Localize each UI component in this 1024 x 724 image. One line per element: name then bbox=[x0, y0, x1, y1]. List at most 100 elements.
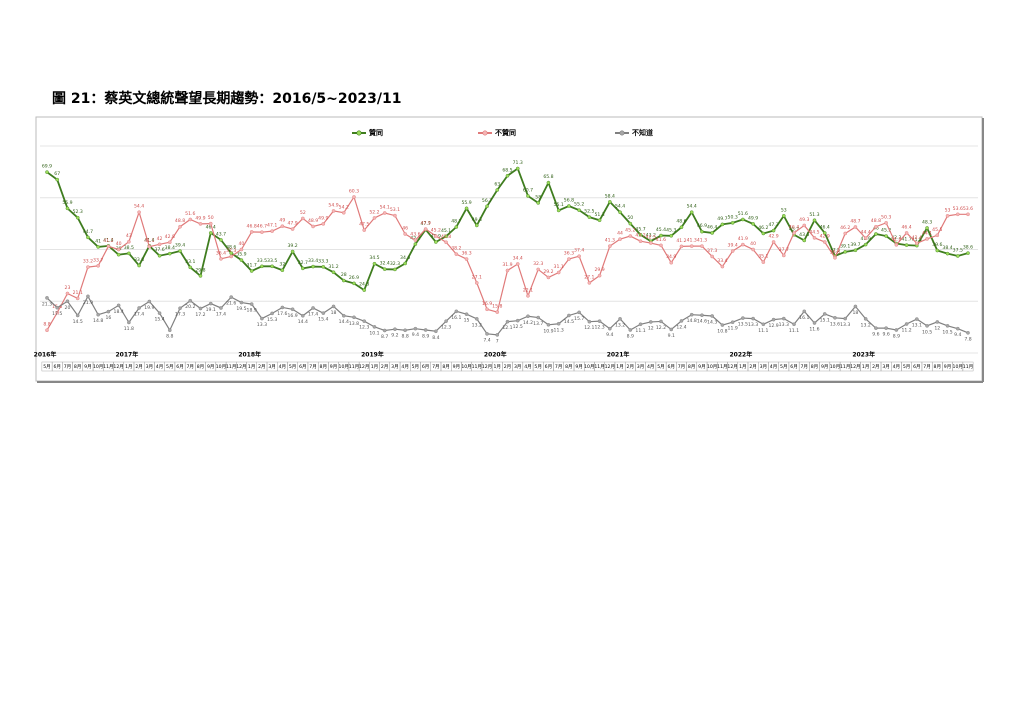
x-tick-label: 1月 bbox=[248, 364, 256, 370]
data-label: 39.6 bbox=[932, 242, 942, 248]
x-tick-label: 10月 bbox=[707, 364, 717, 370]
data-label: 10.5 bbox=[922, 329, 932, 335]
x-tick-label: 1月 bbox=[739, 364, 747, 370]
point bbox=[249, 230, 254, 234]
point bbox=[382, 267, 387, 271]
data-label: 52 bbox=[300, 210, 306, 216]
point bbox=[454, 309, 459, 314]
data-label: 44.7 bbox=[83, 229, 93, 235]
data-label: 14.6 bbox=[697, 319, 707, 325]
data-label: 60.3 bbox=[349, 188, 359, 194]
point bbox=[608, 244, 612, 248]
point bbox=[270, 264, 274, 269]
data-label: 47.9 bbox=[287, 221, 297, 227]
point bbox=[116, 252, 121, 257]
data-label: 37.5 bbox=[830, 247, 840, 253]
point bbox=[546, 275, 551, 280]
data-label: 31.9 bbox=[502, 262, 512, 268]
data-label: 13.2 bbox=[472, 322, 482, 328]
data-label: 44 bbox=[617, 231, 623, 237]
point bbox=[556, 208, 561, 213]
x-tick-label: 9月 bbox=[821, 364, 829, 370]
data-label: 42.3 bbox=[891, 235, 901, 241]
point bbox=[96, 245, 100, 249]
point bbox=[485, 307, 489, 312]
point bbox=[904, 231, 909, 235]
point bbox=[65, 291, 70, 296]
point bbox=[116, 303, 121, 308]
data-label: 47.3 bbox=[768, 222, 778, 228]
x-tick-label: 3月 bbox=[391, 364, 399, 370]
point bbox=[648, 320, 653, 324]
data-label: 33.2 bbox=[83, 259, 93, 265]
point bbox=[925, 226, 929, 230]
data-label: 51.3 bbox=[809, 212, 819, 218]
data-label: 34.9 bbox=[666, 254, 676, 260]
data-label: 42.8 bbox=[165, 234, 175, 240]
point bbox=[802, 238, 807, 243]
data-label: 34.5 bbox=[369, 255, 379, 261]
point bbox=[229, 254, 233, 259]
point bbox=[792, 231, 796, 235]
point bbox=[802, 309, 807, 314]
data-label: 51.6 bbox=[738, 211, 748, 217]
year-label: 2019年 bbox=[361, 351, 384, 359]
data-label: 36.3 bbox=[564, 251, 574, 257]
chart-title: 圖 21：蔡英文總統聲望長期趨勢：2016/5~2023/11 bbox=[52, 91, 402, 107]
point bbox=[515, 318, 520, 323]
point bbox=[966, 251, 970, 255]
data-label: 8.9 bbox=[893, 333, 900, 339]
legend-label: 不贊同 bbox=[495, 128, 516, 137]
data-label: 31.2 bbox=[328, 264, 338, 270]
point bbox=[935, 233, 940, 238]
point bbox=[485, 332, 489, 336]
data-label: 39.1 bbox=[840, 243, 850, 249]
data-label: 17.6 bbox=[277, 311, 287, 317]
point bbox=[822, 240, 827, 244]
point bbox=[874, 224, 878, 229]
data-label: 55.2 bbox=[574, 202, 584, 208]
point bbox=[812, 321, 817, 325]
point bbox=[751, 222, 755, 226]
data-label: 53 bbox=[781, 207, 787, 213]
data-label: 20 bbox=[65, 305, 71, 311]
point bbox=[137, 306, 141, 310]
x-tick-label: 6月 bbox=[53, 364, 61, 370]
data-label: 22.1 bbox=[523, 287, 533, 293]
data-label: 40 bbox=[116, 241, 122, 247]
data-label: 53.6 bbox=[953, 206, 963, 212]
data-label: 55.1 bbox=[554, 202, 564, 208]
point bbox=[372, 216, 377, 220]
point bbox=[280, 224, 285, 229]
point bbox=[75, 215, 80, 220]
point bbox=[792, 322, 796, 327]
point bbox=[45, 328, 49, 333]
point bbox=[863, 242, 868, 247]
data-label: 8.4 bbox=[432, 335, 439, 341]
point bbox=[628, 234, 633, 238]
data-label: 41.3 bbox=[687, 238, 697, 244]
point bbox=[638, 322, 643, 327]
data-label: 48.9 bbox=[308, 218, 318, 224]
data-label: 53.6 bbox=[963, 206, 973, 212]
point bbox=[301, 266, 305, 271]
point bbox=[474, 317, 479, 321]
data-label: 29.8 bbox=[195, 267, 205, 273]
x-tick-label: 4月 bbox=[893, 364, 901, 370]
point bbox=[219, 306, 223, 310]
x-tick-label: 7月 bbox=[555, 364, 563, 370]
x-tick-label: 10月 bbox=[953, 364, 963, 370]
data-label: 49 bbox=[279, 218, 285, 224]
point bbox=[444, 234, 448, 239]
data-label: 42.8 bbox=[441, 234, 451, 240]
x-tick-label: 11月 bbox=[472, 364, 482, 370]
point bbox=[178, 249, 182, 253]
point bbox=[771, 228, 776, 233]
data-label: 13.7 bbox=[533, 321, 543, 327]
point bbox=[464, 257, 469, 261]
point bbox=[597, 319, 602, 323]
point bbox=[700, 229, 704, 234]
data-label: 41.7 bbox=[901, 237, 911, 243]
data-label: 12.4 bbox=[676, 324, 686, 330]
